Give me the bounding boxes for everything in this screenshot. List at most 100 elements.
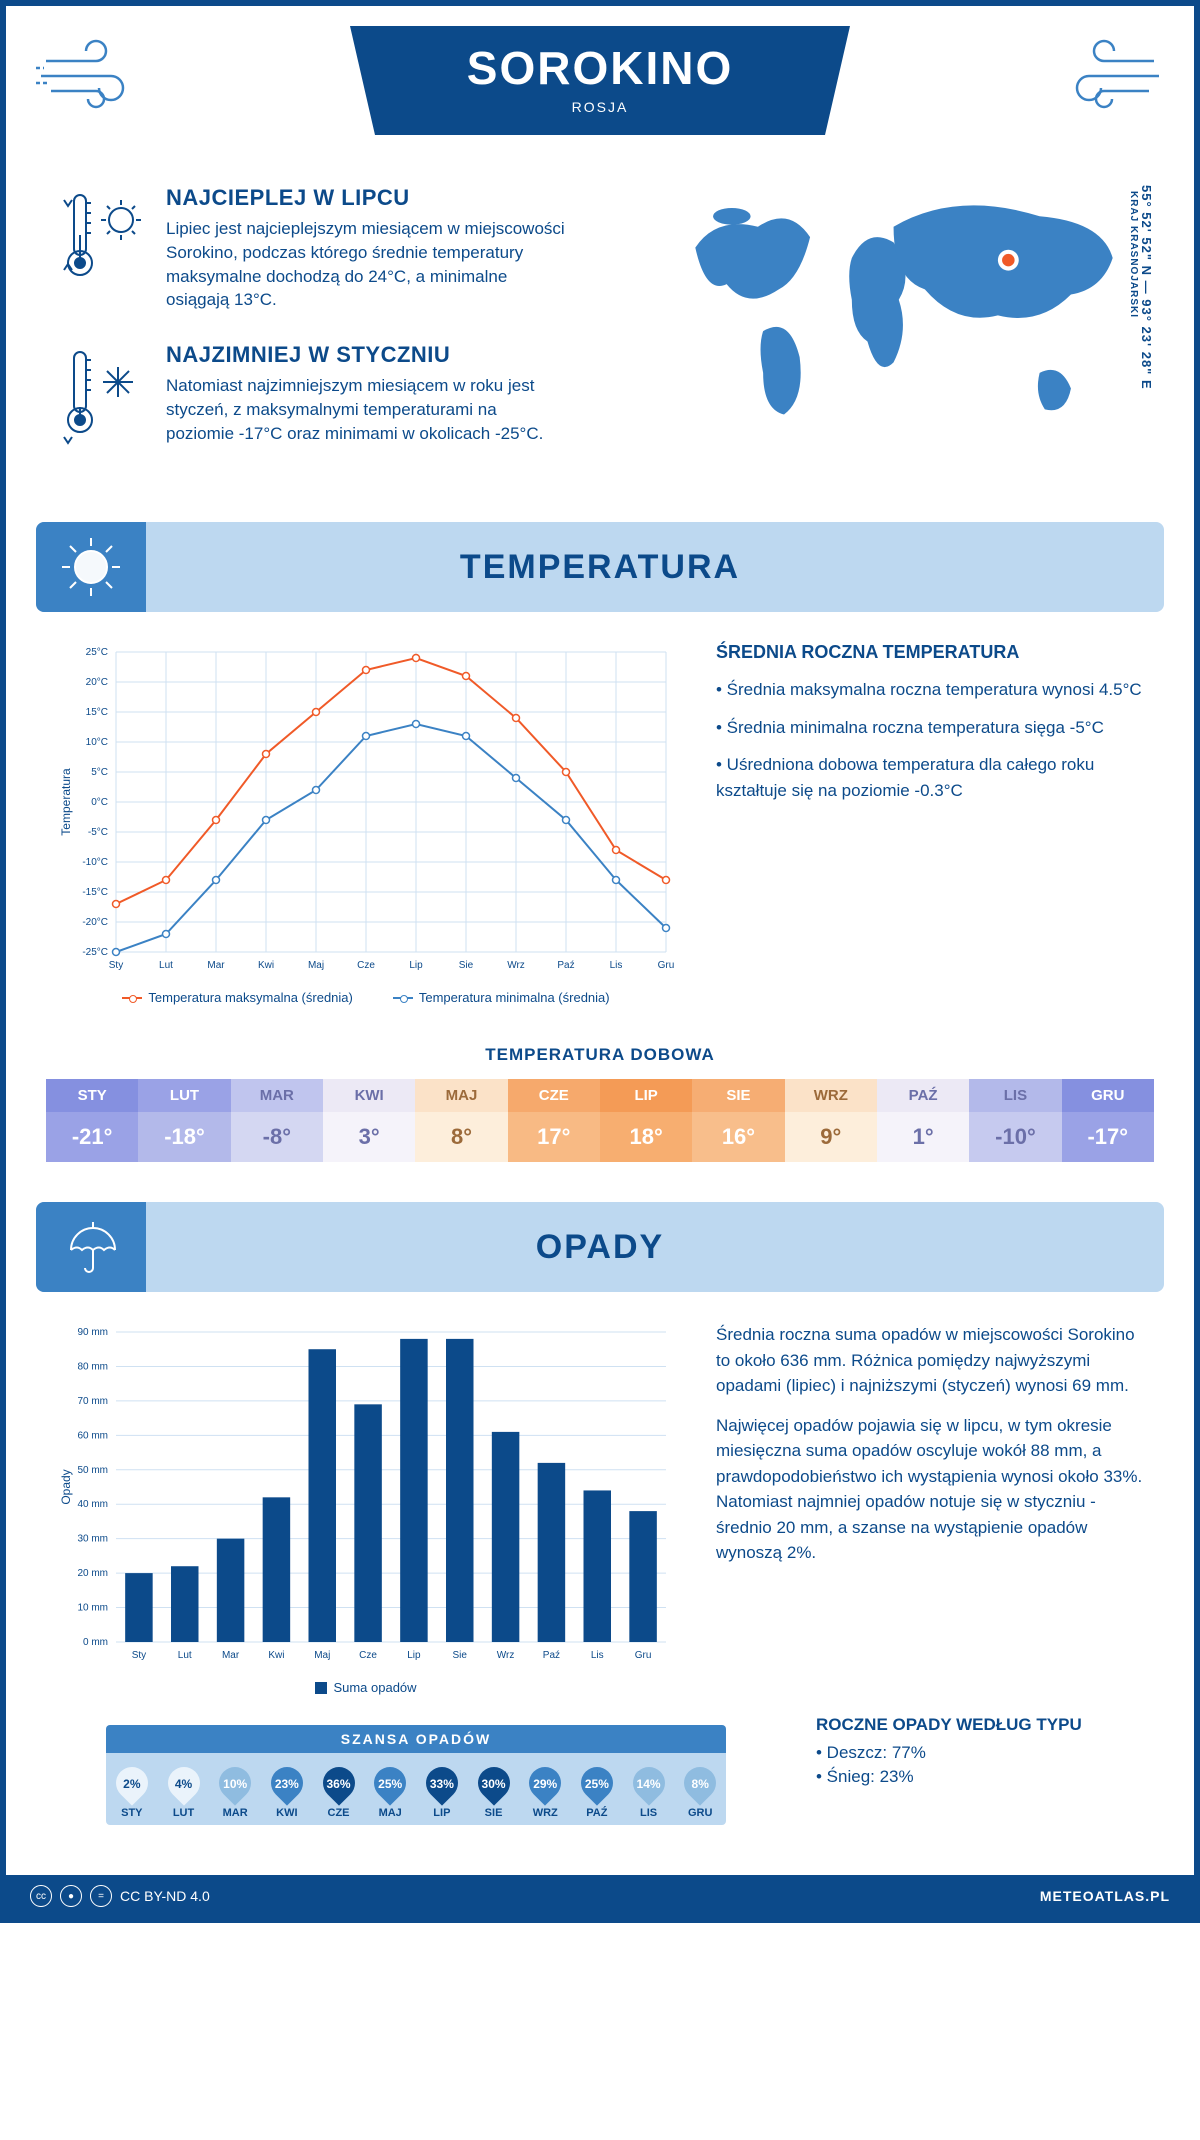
temperature-chart: -25°C-20°C-15°C-10°C-5°C0°C5°C10°C15°C20… [56, 642, 676, 1005]
precip-summary: Średnia roczna suma opadów w miejscowośc… [716, 1322, 1144, 1695]
svg-text:Sie: Sie [459, 960, 474, 971]
world-map: 55° 52' 52" N — 93° 23' 28" E KRAJ KRASN… [664, 185, 1144, 482]
chance-cell: 33% LIP [416, 1763, 468, 1819]
daily-cell: MAJ 8° [415, 1079, 507, 1162]
svg-text:Mar: Mar [222, 1650, 240, 1661]
chance-cell: 29% WRZ [519, 1763, 571, 1819]
svg-text:60 mm: 60 mm [77, 1431, 108, 1442]
city-title: SOROKINO [430, 41, 770, 95]
svg-text:25°C: 25°C [86, 647, 108, 658]
raindrop-icon: 23% [269, 1767, 305, 1803]
hot-title: NAJCIEPLEJ W LIPCU [166, 185, 566, 211]
raindrop-icon: 25% [372, 1767, 408, 1803]
svg-text:Gru: Gru [635, 1650, 652, 1661]
svg-text:Opady: Opady [59, 1470, 73, 1505]
svg-text:90 mm: 90 mm [77, 1327, 108, 1338]
svg-text:Lip: Lip [409, 960, 423, 971]
raindrop-icon: 25% [579, 1767, 615, 1803]
svg-text:Kwi: Kwi [268, 1650, 284, 1661]
raindrop-icon: 8% [682, 1767, 718, 1803]
precip-header: OPADY [36, 1202, 1164, 1292]
daily-cell: LUT -18° [138, 1079, 230, 1162]
svg-text:-5°C: -5°C [88, 827, 108, 838]
svg-text:Lis: Lis [610, 960, 623, 971]
cold-body: Natomiast najzimniejszym miesiącem w rok… [166, 374, 566, 445]
daily-cell: PAŹ 1° [877, 1079, 969, 1162]
daily-cell: KWI 3° [323, 1079, 415, 1162]
svg-text:Maj: Maj [314, 1650, 330, 1661]
svg-text:Sty: Sty [109, 960, 123, 971]
daily-cell: LIS -10° [969, 1079, 1061, 1162]
svg-text:Lut: Lut [159, 960, 173, 971]
svg-text:Sty: Sty [132, 1650, 146, 1661]
raindrop-icon: 4% [166, 1767, 202, 1803]
svg-text:Kwi: Kwi [258, 960, 274, 971]
country-label: ROSJA [430, 99, 770, 115]
license-text: CC BY-ND 4.0 [120, 1888, 210, 1904]
chance-cell: 30% SIE [468, 1763, 520, 1819]
intro-section: NAJCIEPLEJ W LIPCU Lipiec jest najcieple… [6, 155, 1194, 512]
svg-text:40 mm: 40 mm [77, 1499, 108, 1510]
svg-text:0 mm: 0 mm [83, 1637, 108, 1648]
legend-precip: Suma opadów [315, 1680, 416, 1695]
wind-icon [36, 36, 156, 116]
daily-cell: GRU -17° [1062, 1079, 1154, 1162]
thermometer-sun-icon [56, 185, 146, 312]
by-icon: ● [60, 1885, 82, 1907]
hot-month-block: NAJCIEPLEJ W LIPCU Lipiec jest najcieple… [56, 185, 624, 312]
chance-cell: 10% MAR [209, 1763, 261, 1819]
daily-heading: TEMPERATURA DOBOWA [6, 1045, 1194, 1065]
temperature-header: TEMPERATURA [36, 522, 1164, 612]
page-frame: SOROKINO ROSJA [0, 0, 1200, 1923]
nd-icon: = [90, 1885, 112, 1907]
chance-cell: 25% PAŹ [571, 1763, 623, 1819]
svg-text:15°C: 15°C [86, 707, 108, 718]
chance-cell: 2% STY [106, 1763, 158, 1819]
chance-cell: 4% LUT [158, 1763, 210, 1819]
legend-max: Temperatura maksymalna (średnia) [122, 990, 352, 1005]
svg-text:70 mm: 70 mm [77, 1396, 108, 1407]
svg-text:0°C: 0°C [91, 797, 108, 808]
svg-text:-15°C: -15°C [82, 887, 108, 898]
raindrop-icon: 36% [321, 1767, 357, 1803]
precip-chance-card: SZANSA OPADÓW 2% STY 4% LUT 10% MAR 23% [106, 1725, 726, 1825]
site-name: METEOATLAS.PL [1040, 1888, 1170, 1904]
cold-month-block: NAJZIMNIEJ W STYCZNIU Natomiast najzimni… [56, 342, 624, 452]
svg-text:20°C: 20°C [86, 677, 108, 688]
precip-chart: 0 mm10 mm20 mm30 mm40 mm50 mm60 mm70 mm8… [56, 1322, 676, 1695]
daily-cell: MAR -8° [231, 1079, 323, 1162]
svg-text:5°C: 5°C [91, 767, 108, 778]
chance-cell: 14% LIS [623, 1763, 675, 1819]
header: SOROKINO ROSJA [6, 6, 1194, 155]
cold-title: NAJZIMNIEJ W STYCZNIU [166, 342, 566, 368]
footer: cc ● = CC BY-ND 4.0 METEOATLAS.PL [6, 1875, 1194, 1917]
svg-text:-25°C: -25°C [82, 947, 108, 958]
chance-cell: 25% MAJ [364, 1763, 416, 1819]
svg-text:Wrz: Wrz [497, 1650, 515, 1661]
raindrop-icon: 14% [631, 1767, 667, 1803]
svg-text:Maj: Maj [308, 960, 324, 971]
svg-text:-20°C: -20°C [82, 917, 108, 928]
raindrop-icon: 33% [424, 1767, 460, 1803]
svg-text:-10°C: -10°C [82, 857, 108, 868]
daily-temperature-table: STY -21° LUT -18° MAR -8° KWI 3° MAJ 8° … [46, 1079, 1154, 1162]
title-banner: SOROKINO ROSJA [350, 26, 850, 135]
raindrop-icon: 29% [527, 1767, 563, 1803]
daily-cell: WRZ 9° [785, 1079, 877, 1162]
thermometer-snow-icon [56, 342, 146, 452]
daily-cell: STY -21° [46, 1079, 138, 1162]
svg-text:Paź: Paź [557, 960, 574, 971]
svg-text:50 mm: 50 mm [77, 1465, 108, 1476]
legend-min: Temperatura minimalna (średnia) [393, 990, 610, 1005]
daily-cell: LIP 18° [600, 1079, 692, 1162]
svg-text:Mar: Mar [207, 960, 225, 971]
raindrop-icon: 10% [217, 1767, 253, 1803]
svg-text:Lip: Lip [407, 1650, 421, 1661]
svg-text:Cze: Cze [357, 960, 375, 971]
hot-body: Lipiec jest najcieplejszym miesiącem w m… [166, 217, 566, 312]
svg-text:80 mm: 80 mm [77, 1362, 108, 1373]
chance-cell: 23% KWI [261, 1763, 313, 1819]
temperature-title: TEMPERATURA [36, 548, 1164, 587]
svg-text:Sie: Sie [453, 1650, 468, 1661]
svg-text:Gru: Gru [658, 960, 675, 971]
